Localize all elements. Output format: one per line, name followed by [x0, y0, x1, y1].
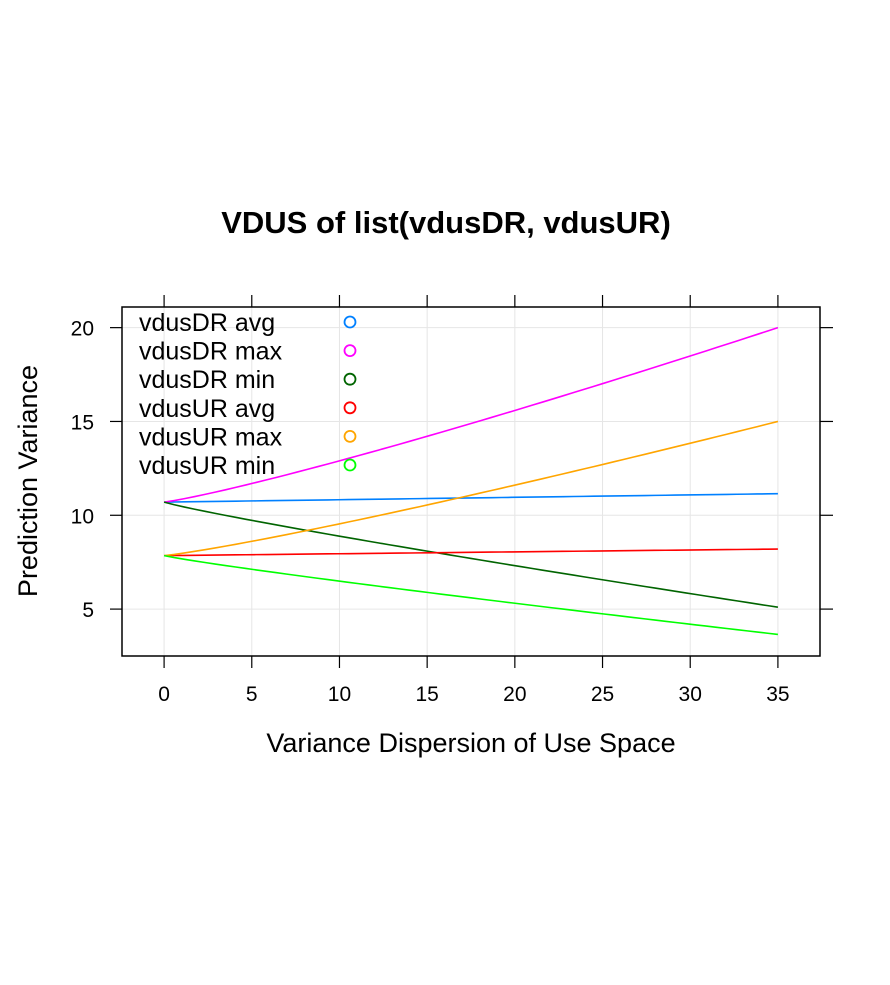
legend-marker — [343, 401, 357, 415]
legend-label: vdusDR max — [139, 338, 283, 366]
legend-marker — [343, 429, 357, 443]
legend-marker — [343, 315, 357, 329]
x-tick-label: 15 — [415, 683, 438, 706]
series-line-vdusUR-max — [163, 420, 779, 557]
series-line-vdusUR-avg — [164, 548, 778, 557]
x-tick-label: 35 — [766, 683, 789, 706]
legend-label: vdusUR avg — [139, 395, 275, 423]
legend-marker — [343, 372, 357, 386]
x-tick-label: 10 — [328, 683, 351, 706]
y-tick-label: 15 — [71, 411, 94, 434]
x-tick-label: 25 — [591, 683, 614, 706]
series-line-vdusDR-avg — [164, 492, 778, 503]
y-tick-label: 10 — [71, 505, 94, 528]
y-axis-label: Prediction Variance — [13, 365, 43, 597]
legend-label: vdusUR max — [139, 423, 283, 451]
x-axis-label: Variance Dispersion of Use Space — [266, 728, 675, 758]
legend-label: vdusDR avg — [139, 309, 275, 337]
axis-ticks: 0 5 10 15 20 25 30 35 5 10 15 20 — [71, 295, 833, 706]
x-tick-label: 20 — [503, 683, 526, 706]
x-tick-label: 0 — [158, 683, 170, 706]
series-line-vdusUR-min — [163, 554, 779, 636]
series-line-vdusDR-max — [163, 326, 779, 503]
x-tick-label: 30 — [679, 683, 702, 706]
plot-frame — [121, 306, 821, 657]
legend-label: vdusDR min — [139, 366, 275, 394]
legend-label: vdusUR min — [139, 452, 275, 480]
x-tick-label: 5 — [246, 683, 258, 706]
y-tick-label: 5 — [82, 599, 94, 622]
chart-title: VDUS of list(vdusDR, vdusUR) — [221, 205, 671, 240]
legend-marker — [343, 344, 357, 358]
grid-lines — [122, 307, 820, 656]
y-tick-label: 20 — [71, 318, 94, 341]
series-line-vdusDR-min — [163, 501, 779, 609]
series-lines — [163, 326, 779, 636]
legend-marker — [343, 458, 357, 472]
